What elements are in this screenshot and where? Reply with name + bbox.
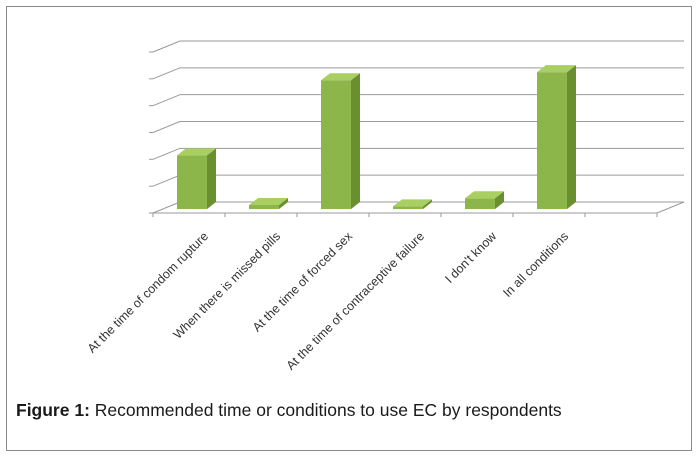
gridline [152, 40, 684, 53]
bar-3 [321, 73, 360, 209]
caption-text: Recommended time or conditions to use EC… [89, 400, 562, 420]
gridline [152, 147, 684, 160]
bar-1 [177, 148, 216, 209]
floor-side-edge [656, 201, 685, 214]
gridline [152, 121, 684, 133]
figure-caption: Figure 1: Recommended time or conditions… [16, 400, 692, 421]
category-label: I don't know [442, 229, 499, 286]
category-label: At the time of contraceptive failure [284, 229, 428, 373]
gridline [152, 94, 684, 107]
bar-2 [249, 197, 288, 209]
bar-4 [393, 199, 432, 209]
category-label: In all conditions [500, 229, 571, 300]
category-label: At the time of condom rupture [85, 229, 211, 355]
gridline [152, 67, 684, 80]
bar-5 [465, 191, 504, 209]
chart-bars [177, 65, 576, 210]
bar-6 [537, 65, 576, 210]
caption-label: Figure 1: [16, 400, 90, 420]
gridline [152, 174, 684, 187]
chart-gridlines [149, 40, 685, 217]
